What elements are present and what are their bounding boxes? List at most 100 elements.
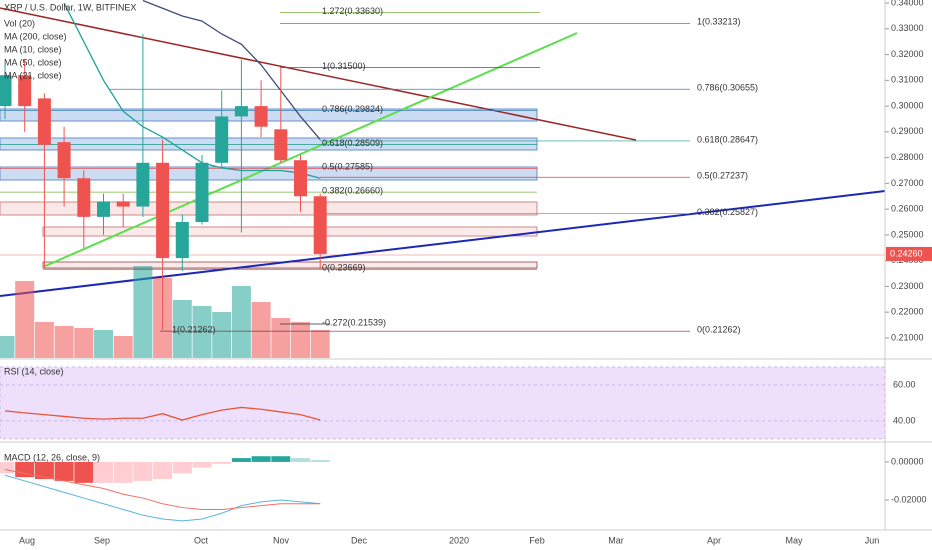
y-tick-label: 0.23000 xyxy=(891,281,924,291)
y-tick-label: 0.00000 xyxy=(891,456,924,466)
pane-label: RSI (14, close) xyxy=(4,366,64,376)
macd-line xyxy=(4,474,321,522)
price-badge-label: 0.24260 xyxy=(890,248,923,258)
y-tick-label: 40.00 xyxy=(893,415,916,425)
x-tick-label: Aug xyxy=(19,535,35,545)
candle-body xyxy=(215,116,229,163)
candle-body xyxy=(18,75,32,107)
macd-bar xyxy=(192,461,212,468)
candle-body xyxy=(136,162,150,207)
macd-bar xyxy=(113,461,133,483)
candle-body xyxy=(313,196,327,254)
volume-bar xyxy=(15,281,35,358)
macd-bar xyxy=(251,456,271,462)
fib-label: 0.786(0.30655) xyxy=(697,83,758,93)
macd-bar xyxy=(54,461,74,481)
y-tick-label: 0.26000 xyxy=(891,204,924,214)
ma-line xyxy=(63,2,321,179)
volume-bar xyxy=(172,300,192,358)
fib-label: 0.382(0.25827) xyxy=(697,207,758,217)
fib-label: 0.786(0.29824) xyxy=(322,104,383,114)
indicator-label: MA (10, close) xyxy=(4,44,62,54)
fib-zone xyxy=(0,166,538,181)
y-tick-label: 0.32000 xyxy=(891,49,924,59)
volume-bar xyxy=(54,326,74,358)
fib-zone xyxy=(0,201,538,216)
x-tick-label: Nov xyxy=(273,535,290,545)
macd-bar xyxy=(0,461,15,474)
macd-bar xyxy=(231,458,251,462)
fib-label: 0.618(0.28509) xyxy=(322,138,383,148)
volume-bar xyxy=(251,302,271,358)
volume-bar xyxy=(291,322,310,358)
trend-line xyxy=(0,7,637,141)
volume-bar xyxy=(74,328,94,358)
candle-body xyxy=(0,75,12,107)
volume-bar xyxy=(34,322,54,358)
y-tick-label: 0.31000 xyxy=(891,75,924,85)
y-tick-label: 0.22000 xyxy=(891,307,924,317)
indicator-label: MA (50, close) xyxy=(4,57,62,67)
fib-zone xyxy=(42,261,538,269)
pane-label: MACD (12, 26, close, 9) xyxy=(4,452,100,462)
macd-bar xyxy=(291,458,310,462)
volume-bar xyxy=(113,336,133,358)
volume-bar xyxy=(0,336,15,358)
y-tick-label: 60.00 xyxy=(893,379,916,389)
candle-body xyxy=(57,142,71,179)
candle-body xyxy=(274,129,288,161)
macd-bar xyxy=(153,461,173,480)
volume-bar xyxy=(231,286,251,358)
candle-body xyxy=(116,201,130,207)
macd-bar xyxy=(34,461,54,480)
y-tick-label: 0.25000 xyxy=(891,229,924,239)
x-tick-label: Mar xyxy=(608,535,624,545)
fib-zone xyxy=(0,137,538,151)
x-tick-label: Dec xyxy=(351,535,368,545)
x-tick-label: Jun xyxy=(865,535,880,545)
macd-bar xyxy=(133,461,153,481)
volume-bar xyxy=(212,312,232,358)
macd-bar xyxy=(15,461,35,478)
fib-label: 0.5(0.27237) xyxy=(697,171,748,181)
fib-label: 0.618(0.28647) xyxy=(697,134,758,144)
rsi-line xyxy=(4,406,321,421)
volume-bar xyxy=(192,306,212,358)
macd-bar xyxy=(172,461,192,474)
candle-body xyxy=(156,162,170,259)
volume-bar xyxy=(310,330,330,358)
indicator-label: MA (21, close) xyxy=(4,70,62,80)
fib-label: 0(0.21262) xyxy=(697,325,741,335)
indicator-label: Vol (20) xyxy=(4,18,35,28)
candle-body xyxy=(294,160,307,197)
indicator-label: MA (200, close) xyxy=(4,31,67,41)
ma-line xyxy=(142,0,321,141)
chart-title: XRP / U.S. Dollar, 1W, BITFINEX xyxy=(4,2,136,12)
fib-label: 0.5(0.27585) xyxy=(322,162,373,172)
rsi-band xyxy=(0,366,886,440)
macd-bar xyxy=(212,461,232,464)
fib-zone xyxy=(0,108,538,122)
candle-body xyxy=(234,106,248,117)
x-tick-label: Sep xyxy=(94,535,110,545)
y-tick-label: 0.30000 xyxy=(891,100,924,110)
x-tick-label: Oct xyxy=(194,535,209,545)
x-tick-label: Feb xyxy=(529,535,545,545)
fib-label: 0.382(0.26660) xyxy=(322,186,383,196)
fib-label: 1(0.33213) xyxy=(697,17,741,27)
fib-label: 1.272(0.33630) xyxy=(322,6,383,16)
fib-label: -0.272(0.21539) xyxy=(322,317,386,327)
macd-bar xyxy=(310,460,330,462)
volume-bar xyxy=(271,318,291,358)
candle-body xyxy=(97,201,110,217)
macd-bar xyxy=(94,461,113,483)
volume-bar xyxy=(133,266,153,358)
volume-bar xyxy=(94,330,113,358)
price-badge xyxy=(886,246,932,261)
fib-label: 1(0.21262) xyxy=(172,325,216,335)
trend-line xyxy=(42,32,578,268)
fib-label: 0(0.23669) xyxy=(322,263,366,273)
